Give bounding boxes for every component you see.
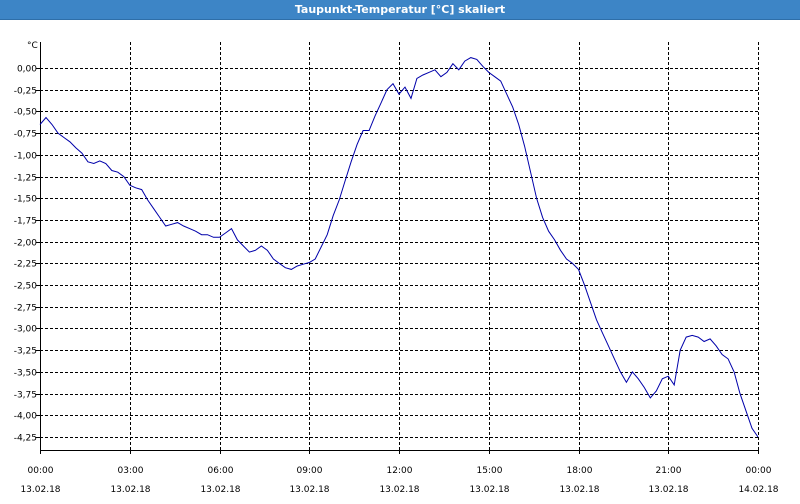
y-tick-label: -1,75 — [14, 217, 37, 227]
y-tick-label: -2,25 — [14, 260, 37, 270]
chart-area: 0,00 -0,25 -0,50 -0,75 -1,00 -1,25 -1,50 -1,75 -… — [0, 20, 800, 500]
y-tick-label: -3,50 — [14, 369, 38, 379]
x-tick-date-label: 13.02.18 — [289, 485, 329, 495]
y-tick-label: -2,75 — [14, 304, 37, 314]
x-tick-time-label: 15:00 — [477, 466, 503, 476]
y-tick-label: -0,75 — [14, 130, 37, 140]
axes — [36, 42, 759, 454]
y-tick-labels: 0,00 -0,25 -0,50 -0,75 -1,00 -1,25 -1,50 -1,75 -… — [14, 65, 38, 444]
y-tick-label: 0,00 — [17, 65, 37, 75]
x-tick-date-label: 13.02.18 — [110, 485, 150, 495]
x-tick-date-label: 13.02.18 — [469, 485, 509, 495]
y-tick-label: -4,00 — [14, 412, 38, 422]
x-tick-time-label: 03:00 — [118, 466, 144, 476]
y-tick-label: -0,50 — [14, 108, 38, 118]
x-tick-time-label: 00:00 — [28, 466, 54, 476]
y-tick-label: -2,00 — [14, 239, 38, 249]
y-tick-label: -1,00 — [14, 152, 38, 162]
y-tick-label: -2,50 — [14, 282, 38, 292]
y-tick-label: -3,75 — [14, 391, 37, 401]
x-tick-time-label: 21:00 — [656, 466, 682, 476]
x-tick-time-label: 18:00 — [567, 466, 593, 476]
x-tick-time-label: 09:00 — [297, 466, 323, 476]
y-tick-label: -1,25 — [14, 174, 37, 184]
y-tick-label: -4,25 — [14, 434, 37, 444]
x-tick-date-label: 13.02.18 — [648, 485, 688, 495]
y-tick-label: -3,25 — [14, 347, 37, 357]
x-tick-time-label: 00:00 — [746, 466, 772, 476]
grid-lines — [40, 42, 759, 450]
line-chart: 0,00 -0,25 -0,50 -0,75 -1,00 -1,25 -1,50 -1,75 -… — [0, 20, 800, 500]
chart-title: Taupunkt-Temperatur [°C] skaliert — [0, 0, 800, 20]
y-tick-label: -0,25 — [14, 87, 37, 97]
y-tick-label: -3,00 — [14, 325, 38, 335]
x-tick-date-label: 13.02.18 — [200, 485, 240, 495]
x-tick-date-label: 14.02.18 — [738, 485, 778, 495]
x-tick-date-label: 13.02.18 — [379, 485, 419, 495]
x-tick-time-label: 12:00 — [387, 466, 413, 476]
y-tick-label: -1,50 — [14, 195, 38, 205]
x-tick-labels: 00:00 13.02.18 03:00 13.02.18 06:00 13.02.18 0… — [20, 466, 778, 495]
x-tick-date-label: 13.02.18 — [20, 485, 60, 495]
y-axis-unit-label: °C — [27, 41, 38, 51]
x-tick-date-label: 13.02.18 — [559, 485, 599, 495]
x-tick-time-label: 06:00 — [208, 466, 234, 476]
